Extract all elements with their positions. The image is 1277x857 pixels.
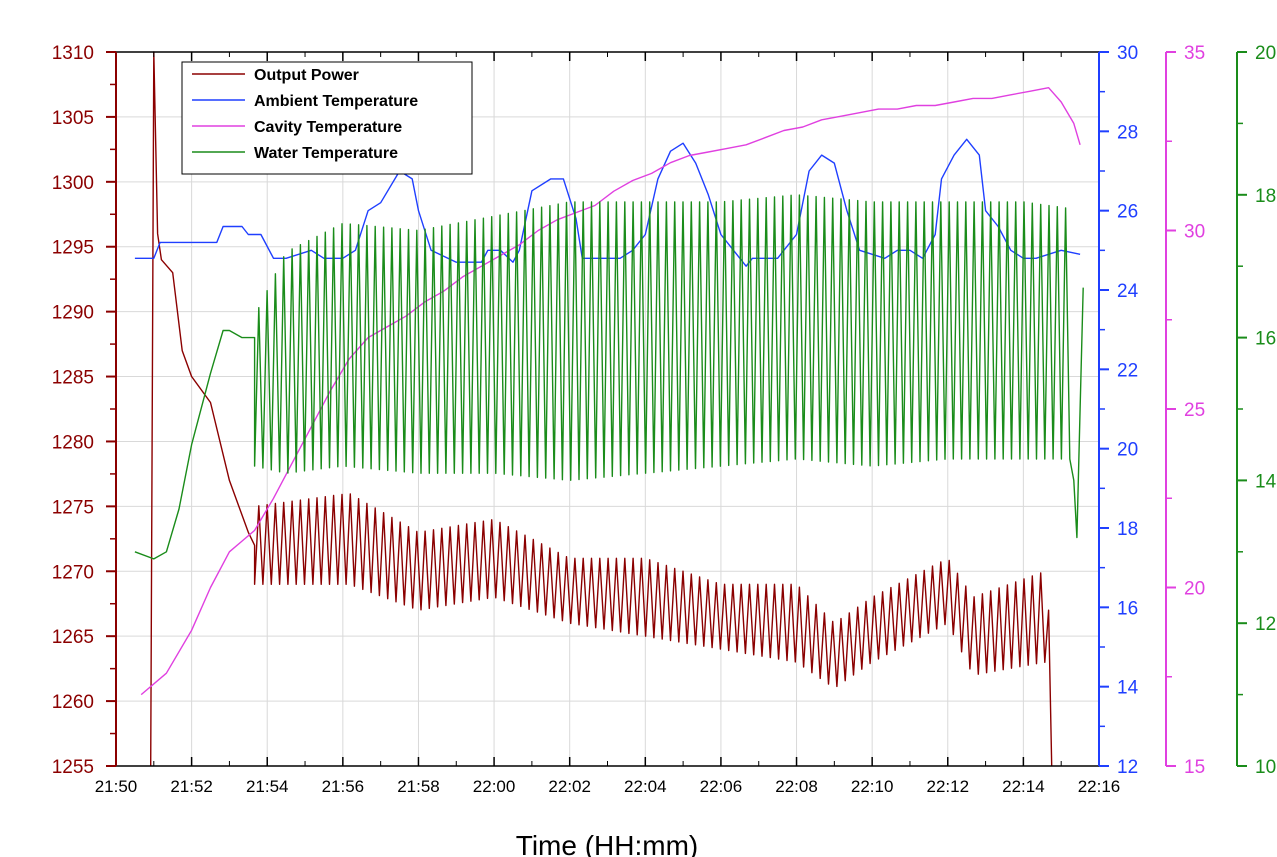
legend-label: Water Temperature: [254, 145, 398, 162]
right3-tick-label: 10: [1255, 757, 1276, 778]
right2-tick-label: 15: [1184, 757, 1205, 778]
right1-tick-label: 22: [1117, 360, 1138, 381]
left-tick-label: 1275: [52, 497, 94, 518]
right1-tick-label: 24: [1117, 281, 1139, 302]
series-cavity-temperature: [140, 86, 1081, 696]
right1-tick-label: 18: [1117, 519, 1138, 540]
x-tick-label: 22:06: [700, 777, 743, 796]
left-tick-label: 1290: [52, 303, 94, 324]
right1-tick-label: 28: [1117, 122, 1138, 143]
legend-box: [181, 61, 473, 175]
left-tick-label: 1255: [52, 757, 94, 778]
right2-tick-label: 25: [1184, 400, 1205, 421]
right1-tick-label: 12: [1117, 757, 1138, 778]
x-tick-label: 22:16: [1078, 777, 1121, 796]
right2-tick-label: 20: [1184, 579, 1205, 600]
left-tick-label: 1270: [52, 562, 94, 583]
right3-tick-label: 20: [1255, 43, 1276, 64]
legend-label: Output Power: [254, 67, 359, 84]
series-water-temperature: [134, 194, 1084, 560]
left-tick-label: 1280: [52, 432, 94, 453]
x-tick-label: 22:14: [1002, 777, 1045, 796]
x-tick-label: 21:56: [322, 777, 365, 796]
x-tick-label: 21:58: [397, 777, 440, 796]
left-tick-label: 1285: [52, 368, 94, 389]
right3-tick-label: 14: [1255, 471, 1277, 492]
x-axis-title: Time (HH:mm): [516, 830, 698, 857]
left-tick-label: 1305: [52, 108, 94, 129]
x-tick-label: 21:50: [95, 777, 138, 796]
x-tick-label: 22:10: [851, 777, 894, 796]
left-tick-label: 1310: [52, 43, 94, 64]
legend: Output Power Ambient Temperature Cavity Te…: [181, 61, 473, 175]
x-tick-label: 22:00: [473, 777, 516, 796]
x-tick-label: 22:12: [926, 777, 969, 796]
x-tick-label: 21:54: [246, 777, 289, 796]
legend-label: Cavity Temperature: [254, 119, 402, 136]
right1-tick-label: 26: [1117, 202, 1138, 223]
right2-tick-label: 30: [1184, 222, 1205, 243]
x-tick-label: 21:52: [170, 777, 213, 796]
x-tick-label: 22:08: [775, 777, 818, 796]
right1-tick-label: 16: [1117, 598, 1138, 619]
right1-tick-label: 20: [1117, 440, 1138, 461]
right1-tick-label: 14: [1117, 678, 1139, 699]
series-output-power: [150, 51, 1053, 767]
right3-tick-label: 16: [1255, 329, 1276, 350]
x-tick-label: 22:04: [624, 777, 667, 796]
left-tick-label: 1300: [52, 173, 94, 194]
left-tick-label: 1260: [52, 692, 94, 713]
left-tick-label: 1265: [52, 627, 94, 648]
series-layer: [134, 51, 1084, 767]
right1-tick-label: 30: [1117, 43, 1138, 64]
right3-tick-label: 12: [1255, 614, 1276, 635]
x-tick-label: 22:02: [548, 777, 591, 796]
legend-label: Ambient Temperature: [254, 93, 418, 110]
left-tick-label: 1295: [52, 238, 94, 259]
axes: 21:50 21:52 21:54 21:56 21:58 22:00 22:02 22:04…: [52, 43, 1277, 796]
right3-tick-label: 18: [1255, 186, 1276, 207]
right2-tick-label: 35: [1184, 43, 1205, 64]
